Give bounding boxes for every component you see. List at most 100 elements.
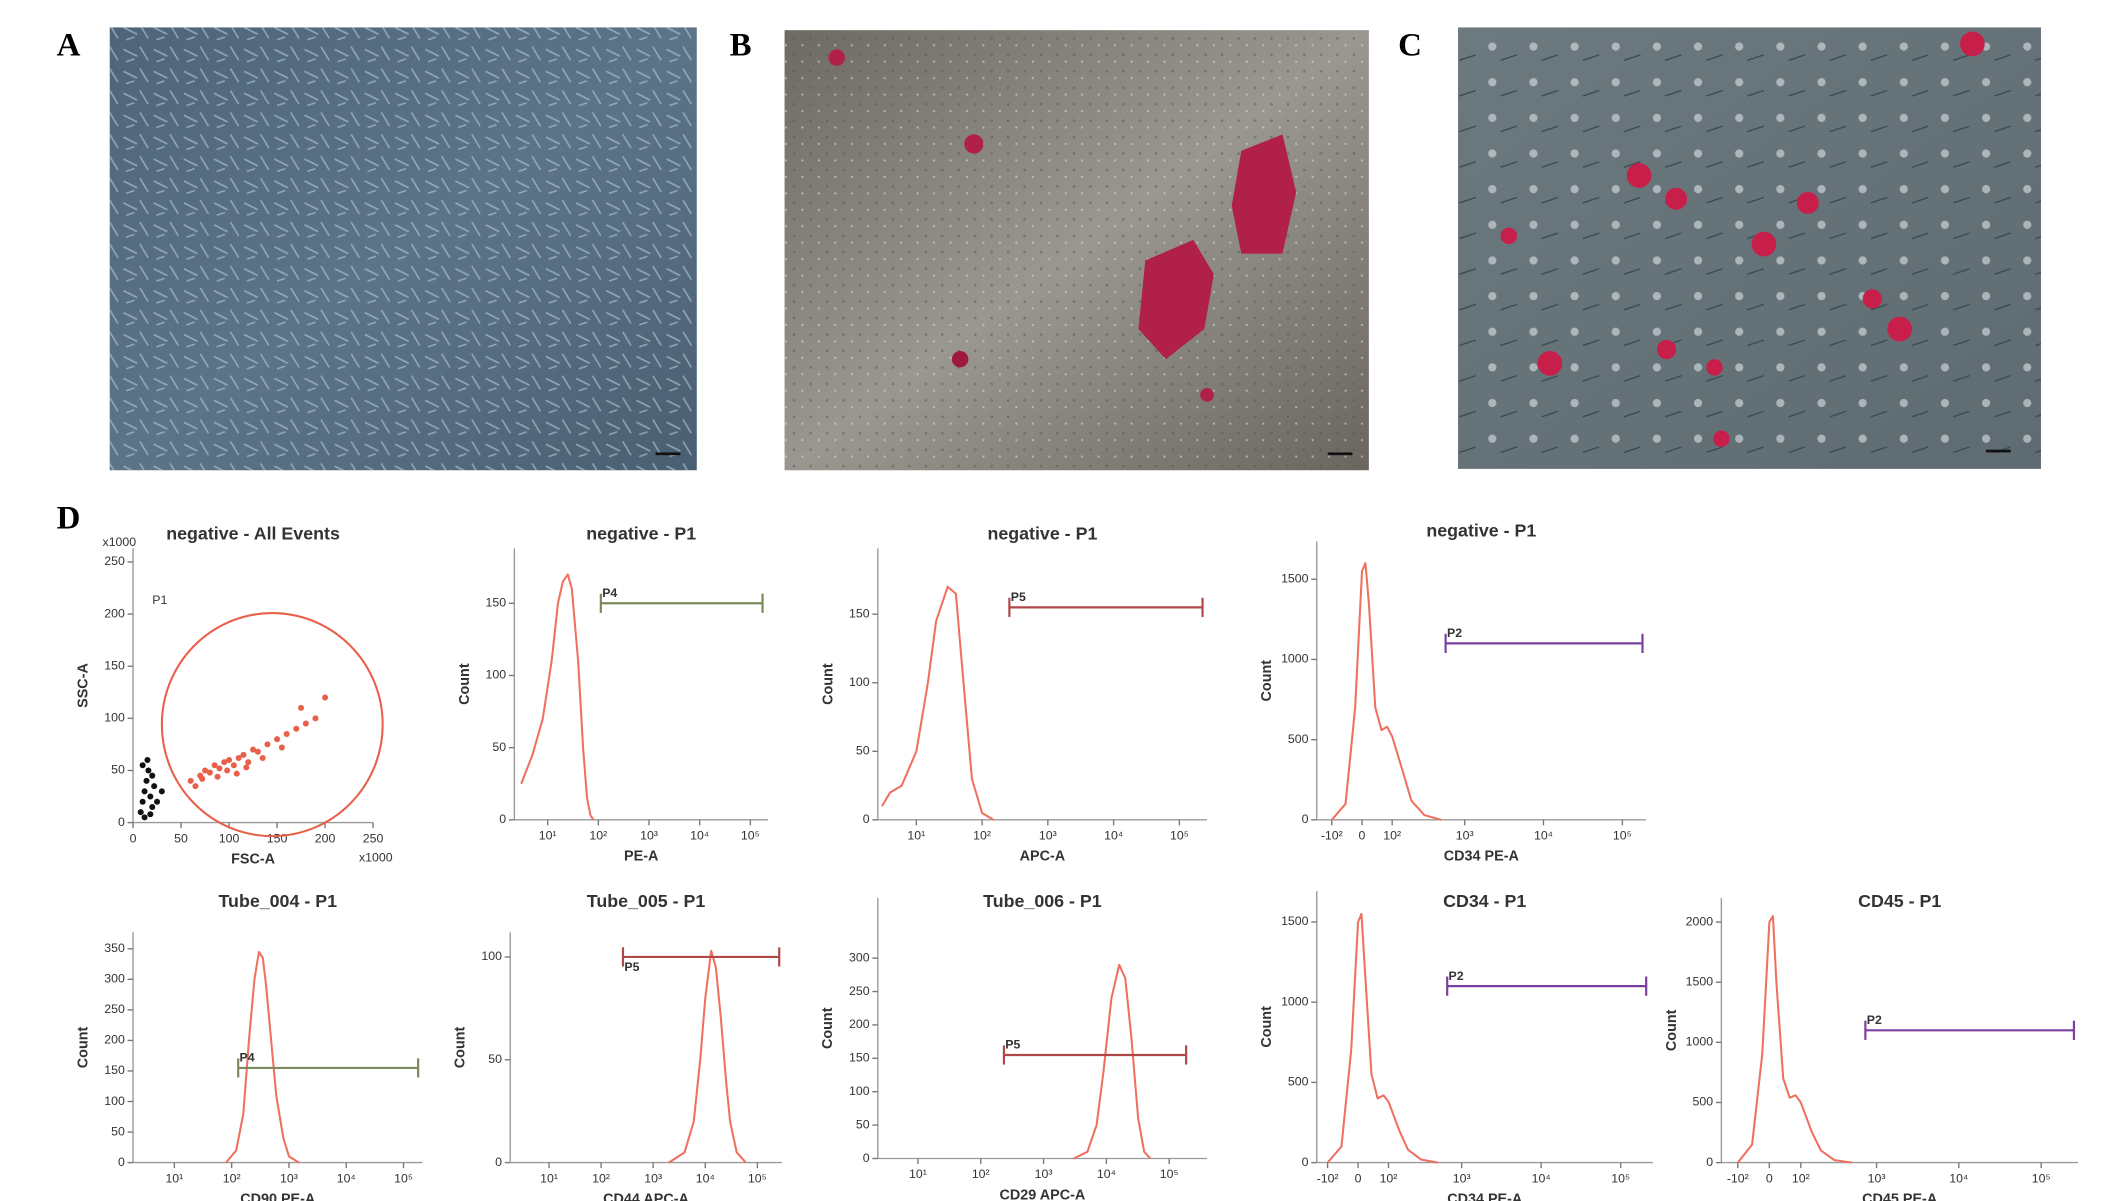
y-tick-label: 100 [104,1094,125,1108]
y-tick-label: 150 [849,1051,870,1065]
y-tick-label: 150 [104,658,125,672]
y-tick-label: 50 [111,1124,125,1138]
scatter-point [192,783,199,790]
y-tick-label: 2000 [1686,914,1714,928]
gate-label: P2 [1449,969,1464,983]
scatter-point [147,793,154,800]
y-tick-label: 1000 [1686,1035,1714,1049]
scatter-point [274,736,281,743]
x-tick-label: -10² [1321,829,1343,843]
scatter-point [206,769,213,776]
x-tick-label: 10⁴ [1532,1171,1551,1185]
scatter-point [141,814,148,821]
scatter-point [302,720,309,727]
scatter-point [139,762,146,769]
y-axis-label: Count [820,663,836,705]
y-axis-label: Count [1259,1006,1275,1048]
x-tick-label: -10² [1727,1171,1749,1185]
x-tick-label: 10² [1792,1171,1810,1185]
scatter-point [216,765,223,772]
y-tick-label: 0 [1302,812,1309,826]
scatter-point [139,798,146,805]
y-tick-label: 1500 [1686,974,1714,988]
y-tick-label: 0 [863,1151,870,1165]
scatter-point [199,775,206,782]
x-axis-label: FSC-A [231,851,275,867]
histogram-line [225,950,300,1164]
chart-title: negative - All Events [166,523,340,543]
y-tick-label: 50 [856,744,870,758]
scatter-point [322,694,329,701]
x-tick-label: 10³ [280,1171,298,1185]
scatter-point [211,762,218,769]
y-tick-label: 100 [849,675,870,689]
scatter-point [254,748,261,755]
y-tick-label: 1500 [1281,914,1309,928]
gate-label: P5 [1005,1038,1020,1052]
y-tick-label: 250 [104,1002,125,1016]
gate-label: P4 [602,586,617,600]
scatter-point [243,764,250,771]
x-tick-label: 10¹ [909,1167,927,1181]
y-tick-label: 0 [1302,1155,1309,1169]
y-tick-label: 250 [849,984,870,998]
scatter-point [278,744,285,751]
scatter-point [202,767,209,774]
panel-label: B [730,28,752,64]
y-tick-label: 150 [849,606,870,620]
x-axis-label: APC-A [1020,849,1066,865]
x-tick-label: 10² [589,829,607,843]
x-tick-label: 10² [1380,1171,1398,1185]
histogram-line [881,585,995,821]
scatter-point [245,759,252,766]
x-tick-label: 10⁵ [1170,829,1189,843]
chart-title: Tube_004 - P1 [219,891,338,911]
histogram-line [1326,912,1439,1164]
gate-label: P1 [152,593,167,607]
micrograph [784,30,1369,471]
y-axis-label: Count [453,1026,469,1068]
y-tick-label: 0 [1706,1155,1713,1169]
x-tick-label: 10³ [1453,1171,1471,1185]
x-tick-label: 250 [363,831,384,845]
histogram-line [1331,562,1442,821]
y-tick-label: 1000 [1281,652,1309,666]
gate [160,612,384,838]
x-tick-label: 10³ [1039,829,1057,843]
y-axis-label: Count [75,1026,91,1068]
histogram-line [668,949,747,1164]
scatter-point [259,754,266,761]
y-tick-label: 50 [856,1117,870,1131]
x-tick-label: 10³ [1868,1171,1886,1185]
chart-title: negative - P1 [1426,521,1536,541]
scatter-point [214,773,221,780]
histogram-line [520,573,595,821]
scatter-point [187,777,194,784]
gate-label: P4 [240,1051,255,1065]
scatter-point [151,783,158,790]
scatter-point [224,767,231,774]
y-tick-label: 0 [495,1155,502,1169]
y-tick-label: 0 [118,1155,125,1169]
micrograph [1458,27,2041,469]
scatter-point [233,770,240,777]
x-tick-label: -10² [1317,1171,1339,1185]
x-tick-label: 10¹ [165,1171,183,1185]
panel-label: D [57,501,81,537]
x-axis-label: CD44 APC-A [603,1191,689,1201]
x-tick-label: 10⁵ [748,1171,767,1185]
y-tick-label: 1000 [1281,994,1309,1008]
scatter-point [145,767,152,774]
x-tick-label: 10⁵ [1611,1171,1630,1185]
x-tick-label: 10³ [644,1171,662,1185]
y-axis-label: Count [1259,660,1275,702]
y-tick-label: 250 [104,554,125,568]
x-tick-label: 10¹ [539,829,557,843]
micrograph [109,27,697,471]
chart-title: Tube_005 - P1 [587,891,706,911]
gate-label: P2 [1447,626,1462,640]
x-tick-label: 10² [972,1167,990,1181]
y-tick-label: 150 [104,1063,125,1077]
